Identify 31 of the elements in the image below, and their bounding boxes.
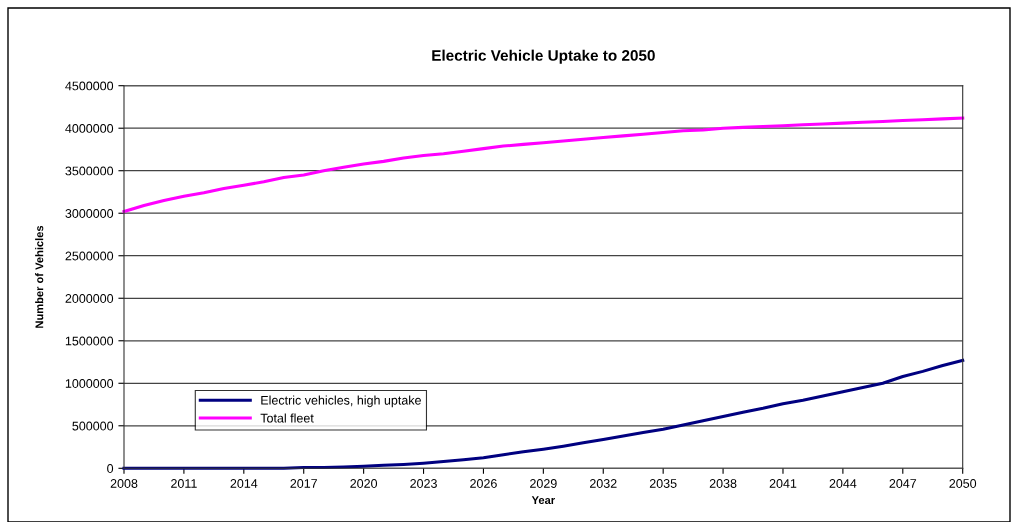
x-tick-label: 2029	[530, 479, 557, 488]
y-axis-title: Number of Vehicles	[35, 225, 44, 328]
legend-label: Electric vehicles, high uptake	[261, 395, 421, 408]
y-tick-label: 0	[107, 464, 114, 473]
x-tick-label: 2017	[290, 479, 317, 488]
legend-label: Total fleet	[260, 413, 314, 423]
x-tick-label: 2044	[829, 479, 857, 488]
x-tick-label: 2023	[410, 479, 437, 488]
y-tick-label: 3500000	[65, 166, 114, 176]
x-tick-label: 2038	[709, 479, 737, 488]
x-tick-label: 2050	[949, 479, 977, 488]
y-tick-label: 500000	[72, 421, 114, 431]
y-tick-label: 4000000	[65, 124, 114, 133]
y-tick-label: 2500000	[65, 251, 114, 261]
x-tick-label: 2020	[350, 479, 378, 488]
line-series	[122, 116, 965, 214]
x-axis-title: Year	[531, 496, 555, 505]
x-tick-label: 2008	[110, 479, 138, 488]
x-tick-label: 2035	[649, 479, 677, 488]
x-tick-label: 2011	[171, 479, 197, 488]
x-tick-label: 2032	[589, 479, 617, 488]
x-tick-label: 2026	[470, 479, 497, 488]
y-tick-label: 1500000	[65, 336, 114, 346]
x-tick-label: 2041	[769, 479, 797, 488]
chart-title: Electric Vehicle Uptake to 2050	[432, 49, 655, 64]
y-tick-label: 4500000	[65, 81, 114, 91]
y-tick-label: 3000000	[65, 209, 114, 218]
x-tick-label: 2047	[889, 479, 917, 488]
x-tick-label: 2014	[230, 479, 258, 488]
y-tick-label: 2000000	[65, 294, 114, 303]
y-tick-label: 1000000	[65, 379, 114, 388]
